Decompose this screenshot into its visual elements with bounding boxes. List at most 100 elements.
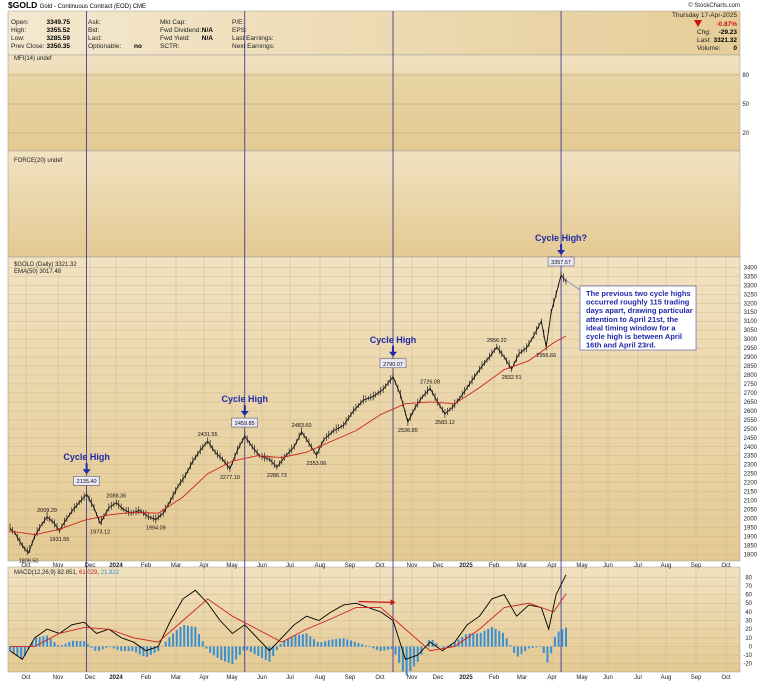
- macd-hist-bar: [198, 634, 201, 647]
- ema-label: EMA(50) 3017.48: [14, 269, 62, 275]
- macd-hist-bar: [90, 646, 93, 648]
- x-tick-label: Dec: [85, 675, 96, 681]
- macd-hist-bar: [520, 646, 523, 654]
- macd-tick-label: 40: [745, 610, 752, 616]
- macd-hist-bar: [209, 646, 212, 653]
- price-tick-label: 3000: [744, 337, 758, 343]
- price-tick-label: 1800: [744, 552, 758, 558]
- macd-hist-bar: [157, 646, 160, 652]
- macd-hist-bar: [46, 635, 49, 647]
- x-tick-label: Apr: [199, 563, 208, 569]
- macd-hist-bar: [331, 639, 334, 647]
- cycle-high-label: Cycle High: [370, 335, 417, 345]
- stat-value: 3285.59: [47, 35, 71, 42]
- price-tick-label: 1950: [744, 526, 758, 532]
- price-tick-label: 2950: [744, 346, 758, 352]
- x-tick-label: Feb: [141, 563, 152, 569]
- watermark: © StockCharts.com: [688, 2, 740, 9]
- x-tick-label: 2024: [109, 675, 123, 681]
- macd-hist-bar: [183, 625, 186, 647]
- macd-hist-bar: [498, 630, 501, 647]
- macd-hist-bar: [149, 646, 152, 655]
- macd-hist-bar: [546, 646, 549, 663]
- macd-signal: 61.029: [79, 570, 98, 576]
- x-tick-label: Sep: [345, 563, 356, 569]
- macd-hist-bar: [34, 637, 37, 647]
- stats-left: Open: 3349.75 High: 3355.52 Low: 3285.59Prev …: [11, 19, 70, 50]
- x-tick-label: Apr: [547, 563, 556, 569]
- arrow-head-icon: [240, 411, 249, 417]
- macd-hist-bar: [535, 646, 538, 648]
- cycle-high-label: Cycle High: [63, 452, 110, 462]
- macd-tick-label: 80: [745, 575, 752, 581]
- arrow-head-icon: [82, 469, 91, 475]
- macd-hist-bar: [457, 639, 460, 647]
- macd-tick-label: -10: [743, 653, 752, 659]
- peak-label: 2956.22: [487, 338, 507, 344]
- price-tick-label: 2400: [744, 445, 758, 451]
- x-tick-label: Jul: [634, 675, 642, 681]
- x-tick-label: Apr: [199, 675, 208, 681]
- macd-hist-bar: [464, 634, 467, 647]
- x-tick-label: May: [576, 563, 587, 569]
- x-tick-label: Nov: [407, 675, 418, 681]
- note-line: days apart, drawing particular: [586, 306, 693, 315]
- macd-hist-bar: [476, 633, 479, 647]
- stats-mid3: P/E:EPS:Last Earnings:Next Earnings:: [232, 19, 275, 50]
- force-panel: [7, 150, 741, 258]
- price-tick-label: 2900: [744, 355, 758, 361]
- macd-hist-bar: [168, 637, 171, 647]
- macd-hist-bar: [105, 646, 108, 648]
- macd-hist-bar: [79, 641, 82, 647]
- stats-mid2: Mkt Cap:Fwd Dividend: N/A Fwd Yield: N/A SCT…: [160, 19, 213, 50]
- peak-label: 2483.60: [292, 423, 312, 429]
- macd-hist-bar: [513, 646, 516, 653]
- macd-layer: [9, 574, 567, 676]
- peak-label: 2009.29: [37, 508, 57, 514]
- macd-hist-bar: [109, 646, 112, 648]
- x-tick-label: May: [576, 675, 587, 681]
- macd-hist-bar: [223, 646, 226, 662]
- price-tick-label: 2850: [744, 364, 758, 370]
- peak-label: 2956.66: [536, 353, 556, 359]
- macd-hist-bar: [261, 646, 264, 658]
- x-tick-label: 2025: [459, 675, 473, 681]
- macd-hist-bar: [275, 646, 278, 651]
- cycle-note: The previous two cycle highs occurred rou…: [586, 289, 693, 350]
- peak-label: 2583.12: [435, 420, 455, 426]
- macd-hist-bar: [368, 646, 371, 648]
- macd-hist-bar: [435, 643, 438, 647]
- x-tick-label: Aug: [315, 563, 326, 569]
- macd-grid: 80 70 60 50 40 30 20 10 0 -10 -20: [8, 567, 753, 672]
- peak-label: 3357.57: [551, 260, 571, 266]
- macd-tick-label: 60: [745, 593, 752, 599]
- x-tick-label: Nov: [407, 563, 418, 569]
- x-tick-label: Aug: [661, 675, 672, 681]
- stat-value: 3321.32: [714, 37, 738, 44]
- macd-hist-bar: [450, 644, 453, 647]
- macd-hist-bar: [253, 646, 256, 655]
- macd-hist-bar: [16, 646, 19, 657]
- macd-hist-bar: [235, 646, 238, 660]
- macd-tick-label: 30: [745, 619, 752, 625]
- price-tick-label: 2150: [744, 490, 758, 496]
- macd-hist-bar: [268, 646, 271, 662]
- mfi-label: MFI(14) undef: [14, 56, 52, 62]
- mfi-tick-label: 50: [742, 102, 749, 108]
- x-tick-label: Oct: [21, 675, 31, 681]
- stat-label: Last:: [88, 35, 102, 42]
- note-line: cycle high is between April: [586, 332, 682, 341]
- peak-label: 2286.73: [267, 473, 287, 479]
- macd-hist-bar: [527, 646, 530, 649]
- macd-hist-bar: [242, 646, 245, 651]
- macd-hist-bar: [561, 629, 564, 647]
- peak-label-box: [379, 358, 407, 369]
- macd-panel: [7, 566, 741, 673]
- x-tick-label: Feb: [489, 675, 500, 681]
- macd-hist-bar: [72, 640, 75, 647]
- macd-hist-bar: [220, 646, 223, 661]
- macd-hist-bar: [327, 640, 330, 647]
- macd-tick-label: 20: [745, 627, 752, 633]
- divergence-line: [358, 600, 391, 603]
- price-tick-label: 2550: [744, 418, 758, 424]
